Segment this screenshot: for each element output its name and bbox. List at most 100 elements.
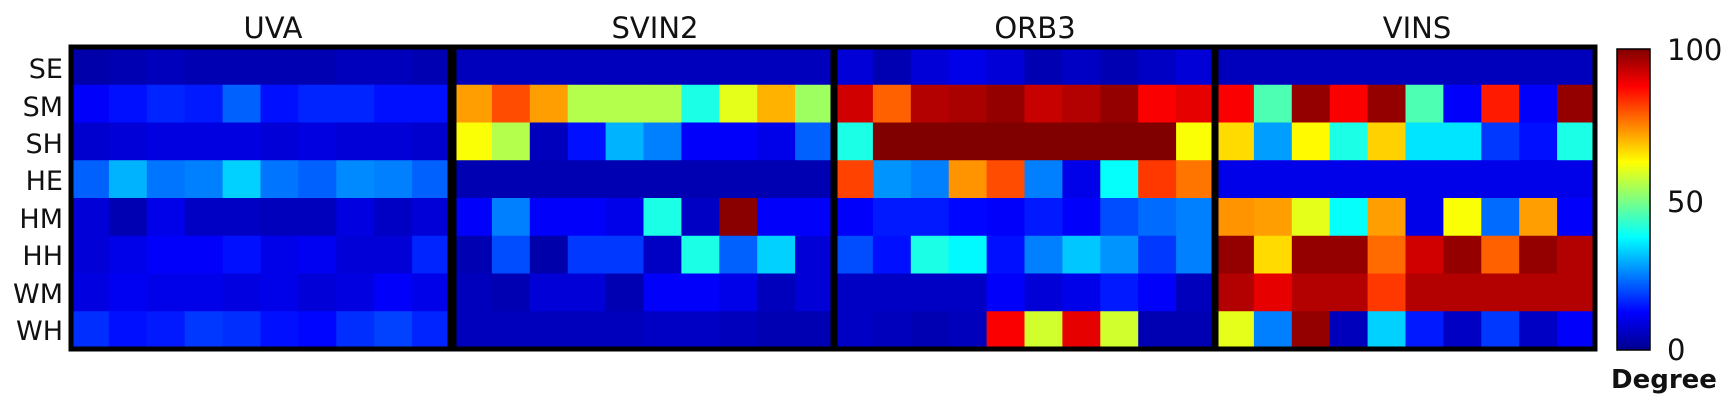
heatmap-cell-orb3-r1-c8	[1138, 84, 1177, 124]
heatmap-cell-svin2-r5-c1	[491, 235, 531, 275]
heatmap-cell-orb3-r5-c1	[872, 235, 912, 275]
heatmap-cell-svin2-r7-c0	[454, 311, 493, 350]
heatmap-cell-svin2-r5-c9	[795, 235, 834, 275]
heatmap-cell-uva-r5-c1	[108, 235, 148, 275]
heatmap-cell-orb3-r3-c0	[835, 160, 874, 199]
heatmap-cell-vins-r7-c5	[1405, 311, 1444, 350]
heatmap-cell-vins-r3-c1	[1253, 160, 1293, 199]
heatmap-cell-orb3-r4-c6	[1062, 198, 1101, 237]
heatmap-cell-uva-r4-c3	[184, 198, 224, 237]
heatmap-cell-orb3-r5-c7	[1100, 235, 1139, 275]
heatmap-cell-uva-r1-c7	[336, 84, 375, 124]
heatmap-cell-uva-r1-c0	[71, 84, 110, 124]
heatmap-cell-uva-r4-c0	[71, 198, 110, 237]
heatmap-cell-orb3-r1-c4	[986, 84, 1026, 124]
heatmap-cell-vins-r0-c9	[1557, 47, 1596, 86]
heatmap-cell-vins-r1-c4	[1367, 84, 1407, 124]
heatmap-cell-svin2-r0-c6	[681, 47, 720, 86]
heatmap-cell-uva-r0-c9	[412, 47, 451, 86]
heatmap-cell-uva-r1-c5	[260, 84, 299, 124]
heatmap-cell-uva-r4-c4	[222, 198, 262, 237]
heatmap-cell-uva-r5-c2	[146, 235, 186, 275]
panel-title-vins: VINS	[1383, 11, 1452, 45]
heatmap-cell-svin2-r3-c1	[491, 160, 531, 199]
heatmap-cell-svin2-r1-c7	[719, 84, 758, 124]
heatmap-cell-vins-r1-c8	[1519, 84, 1558, 124]
heatmap-cell-uva-r7-c4	[222, 311, 262, 350]
heatmap-cell-vins-r1-c7	[1481, 84, 1520, 124]
heatmap-cell-orb3-r1-c9	[1176, 84, 1215, 124]
heatmap-cell-uva-r2-c5	[260, 122, 299, 161]
heatmap-cell-vins-r3-c6	[1443, 160, 1482, 199]
heatmap-cell-uva-r1-c1	[108, 84, 148, 124]
heatmap-cell-uva-r6-c3	[184, 273, 224, 312]
heatmap-cell-orb3-r2-c4	[986, 122, 1026, 161]
heatmap-cell-uva-r6-c1	[108, 273, 148, 312]
heatmap-cell-uva-r1-c9	[412, 84, 451, 124]
heatmap-cell-orb3-r7-c9	[1176, 311, 1215, 350]
heatmap-cell-vins-r6-c2	[1291, 273, 1331, 312]
row-label-hh: HH	[22, 241, 63, 272]
heatmap-cell-vins-r3-c8	[1519, 160, 1558, 199]
heatmap-cell-orb3-r1-c6	[1062, 84, 1101, 124]
heatmap-cell-svin2-r6-c5	[643, 273, 682, 312]
heatmap-cell-uva-r5-c3	[184, 235, 224, 275]
heatmap-cell-svin2-r3-c6	[681, 160, 720, 199]
heatmap-cell-orb3-r4-c0	[835, 198, 874, 237]
heatmap-cell-vins-r5-c0	[1216, 235, 1255, 275]
heatmap-cell-uva-r1-c2	[146, 84, 186, 124]
heatmap-cell-orb3-r3-c7	[1100, 160, 1139, 199]
heatmap-cell-vins-r0-c0	[1216, 47, 1255, 86]
heatmap-cell-vins-r7-c4	[1367, 311, 1407, 350]
heatmap-cell-svin2-r4-c9	[795, 198, 834, 237]
heatmap-cell-uva-r5-c5	[260, 235, 299, 275]
heatmap-cell-orb3-r2-c1	[872, 122, 912, 161]
heatmap-cell-orb3-r3-c6	[1062, 160, 1101, 199]
heatmap-cell-svin2-r6-c0	[454, 273, 493, 312]
heatmap-cell-vins-r0-c4	[1367, 47, 1407, 86]
heatmap-cell-vins-r2-c2	[1291, 122, 1331, 161]
heatmap-cell-orb3-r7-c4	[986, 311, 1026, 350]
heatmap-cell-svin2-r3-c0	[454, 160, 493, 199]
heatmap-cell-svin2-r0-c4	[605, 47, 645, 86]
heatmap-cell-orb3-r0-c9	[1176, 47, 1215, 86]
heatmap-cell-orb3-r7-c7	[1100, 311, 1139, 350]
heatmap-cell-orb3-r6-c4	[986, 273, 1026, 312]
heatmap-cell-orb3-r0-c1	[872, 47, 912, 86]
heatmap-cell-orb3-r6-c6	[1062, 273, 1101, 312]
heatmap-cell-svin2-r4-c5	[643, 198, 682, 237]
heatmap-cell-orb3-r1-c5	[1024, 84, 1063, 124]
heatmap-cell-orb3-r4-c5	[1024, 198, 1063, 237]
heatmap-cell-orb3-r6-c7	[1100, 273, 1139, 312]
heatmap-cell-uva-r3-c3	[184, 160, 224, 199]
heatmap-cell-vins-r5-c1	[1253, 235, 1293, 275]
heatmap-cell-uva-r2-c0	[71, 122, 110, 161]
heatmap-cell-svin2-r0-c7	[719, 47, 758, 86]
heatmap-cell-vins-r3-c5	[1405, 160, 1444, 199]
heatmap-cell-uva-r5-c7	[336, 235, 375, 275]
heatmap-cell-vins-r1-c6	[1443, 84, 1482, 124]
heatmap-cell-vins-r2-c8	[1519, 122, 1558, 161]
heatmap-cell-uva-r4-c5	[260, 198, 299, 237]
heatmap-cell-uva-r6-c8	[374, 273, 413, 312]
heatmap-cell-orb3-r2-c7	[1100, 122, 1139, 161]
heatmap-cell-svin2-r7-c4	[605, 311, 645, 350]
heatmap-cell-svin2-r4-c7	[719, 198, 758, 237]
heatmap-cell-orb3-r5-c4	[986, 235, 1026, 275]
heatmap-cell-uva-r2-c2	[146, 122, 186, 161]
heatmap-cell-vins-r1-c2	[1291, 84, 1331, 124]
heatmap-cell-vins-r0-c1	[1253, 47, 1293, 86]
heatmap-cell-uva-r2-c4	[222, 122, 262, 161]
heatmap-cell-uva-r3-c8	[374, 160, 413, 199]
heatmap-cell-orb3-r3-c9	[1176, 160, 1215, 199]
heatmap-cell-vins-r6-c3	[1329, 273, 1369, 312]
heatmap-cell-vins-r6-c9	[1557, 273, 1596, 312]
heatmap-cell-orb3-r5-c2	[910, 235, 950, 275]
heatmap-cell-uva-r4-c1	[108, 198, 148, 237]
heatmap-cell-orb3-r5-c0	[835, 235, 874, 275]
heatmap-cell-svin2-r5-c3	[567, 235, 607, 275]
heatmap-cell-svin2-r4-c4	[605, 198, 645, 237]
heatmap-cell-vins-r4-c2	[1291, 198, 1331, 237]
heatmap-cell-uva-r6-c0	[71, 273, 110, 312]
panel-frame-uva	[68, 44, 453, 352]
